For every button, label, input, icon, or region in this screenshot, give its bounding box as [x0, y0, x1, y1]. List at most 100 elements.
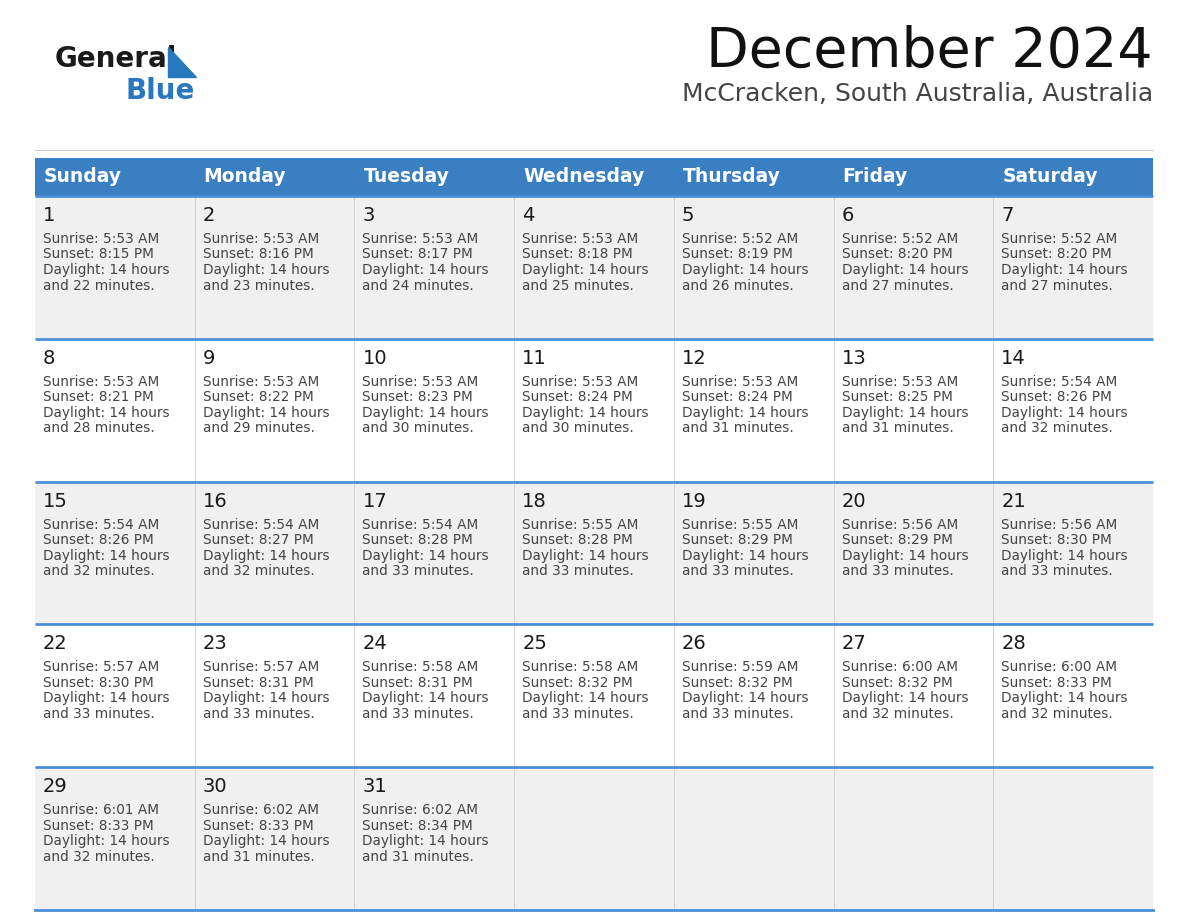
Bar — [195, 158, 354, 196]
Text: Daylight: 14 hours: Daylight: 14 hours — [523, 549, 649, 563]
Text: Sunset: 8:30 PM: Sunset: 8:30 PM — [1001, 533, 1112, 547]
Text: Daylight: 14 hours: Daylight: 14 hours — [1001, 549, 1127, 563]
Text: 27: 27 — [841, 634, 866, 654]
Text: General: General — [55, 45, 177, 73]
Text: 24: 24 — [362, 634, 387, 654]
Text: Wednesday: Wednesday — [523, 167, 644, 186]
Text: Sunday: Sunday — [44, 167, 122, 186]
Text: Sunset: 8:33 PM: Sunset: 8:33 PM — [43, 819, 153, 833]
Text: 21: 21 — [1001, 492, 1026, 510]
Text: Sunrise: 5:57 AM: Sunrise: 5:57 AM — [203, 660, 318, 675]
Text: Sunset: 8:19 PM: Sunset: 8:19 PM — [682, 248, 792, 262]
Text: Sunset: 8:20 PM: Sunset: 8:20 PM — [1001, 248, 1112, 262]
Text: Daylight: 14 hours: Daylight: 14 hours — [1001, 263, 1127, 277]
Text: and 32 minutes.: and 32 minutes. — [1001, 707, 1113, 721]
Text: Daylight: 14 hours: Daylight: 14 hours — [203, 549, 329, 563]
Text: Sunset: 8:20 PM: Sunset: 8:20 PM — [841, 248, 953, 262]
Bar — [34, 339, 1154, 482]
Text: Sunrise: 5:53 AM: Sunrise: 5:53 AM — [523, 375, 638, 389]
Text: 16: 16 — [203, 492, 227, 510]
Text: 8: 8 — [43, 349, 56, 368]
Text: Daylight: 14 hours: Daylight: 14 hours — [362, 406, 489, 420]
Text: Sunset: 8:31 PM: Sunset: 8:31 PM — [362, 676, 473, 690]
Text: Daylight: 14 hours: Daylight: 14 hours — [43, 834, 170, 848]
Text: 3: 3 — [362, 206, 374, 225]
Text: 23: 23 — [203, 634, 227, 654]
Text: 1: 1 — [43, 206, 56, 225]
Text: Daylight: 14 hours: Daylight: 14 hours — [362, 263, 489, 277]
Bar — [674, 158, 834, 196]
Bar — [34, 624, 1154, 767]
Text: Sunset: 8:18 PM: Sunset: 8:18 PM — [523, 248, 633, 262]
Text: Sunset: 8:32 PM: Sunset: 8:32 PM — [682, 676, 792, 690]
Text: Sunrise: 5:56 AM: Sunrise: 5:56 AM — [1001, 518, 1118, 532]
Text: 30: 30 — [203, 778, 227, 796]
Text: Sunrise: 5:53 AM: Sunrise: 5:53 AM — [362, 232, 479, 246]
Text: Sunset: 8:30 PM: Sunset: 8:30 PM — [43, 676, 153, 690]
Text: and 33 minutes.: and 33 minutes. — [682, 564, 794, 578]
Text: Daylight: 14 hours: Daylight: 14 hours — [43, 406, 170, 420]
Text: Sunset: 8:26 PM: Sunset: 8:26 PM — [43, 533, 153, 547]
Bar — [354, 158, 514, 196]
Text: Sunset: 8:34 PM: Sunset: 8:34 PM — [362, 819, 473, 833]
Text: and 29 minutes.: and 29 minutes. — [203, 421, 315, 435]
Text: Sunrise: 5:53 AM: Sunrise: 5:53 AM — [203, 375, 318, 389]
Text: Daylight: 14 hours: Daylight: 14 hours — [362, 549, 489, 563]
Text: Friday: Friday — [842, 167, 908, 186]
Text: 6: 6 — [841, 206, 854, 225]
Text: and 32 minutes.: and 32 minutes. — [203, 564, 315, 578]
Text: Sunset: 8:15 PM: Sunset: 8:15 PM — [43, 248, 154, 262]
Text: 11: 11 — [523, 349, 546, 368]
Text: and 31 minutes.: and 31 minutes. — [203, 850, 315, 864]
Text: Sunset: 8:24 PM: Sunset: 8:24 PM — [682, 390, 792, 404]
Text: 4: 4 — [523, 206, 535, 225]
Text: Sunset: 8:28 PM: Sunset: 8:28 PM — [523, 533, 633, 547]
Text: Sunrise: 5:53 AM: Sunrise: 5:53 AM — [682, 375, 798, 389]
Text: 14: 14 — [1001, 349, 1026, 368]
Text: Sunrise: 5:59 AM: Sunrise: 5:59 AM — [682, 660, 798, 675]
Text: Sunrise: 5:54 AM: Sunrise: 5:54 AM — [1001, 375, 1118, 389]
Text: Tuesday: Tuesday — [364, 167, 449, 186]
Text: Sunset: 8:24 PM: Sunset: 8:24 PM — [523, 390, 633, 404]
Polygon shape — [168, 47, 196, 77]
Text: 28: 28 — [1001, 634, 1026, 654]
Text: Sunrise: 5:56 AM: Sunrise: 5:56 AM — [841, 518, 958, 532]
Bar — [993, 158, 1154, 196]
Text: Daylight: 14 hours: Daylight: 14 hours — [841, 549, 968, 563]
Text: Sunrise: 5:53 AM: Sunrise: 5:53 AM — [841, 375, 958, 389]
Text: Sunrise: 5:52 AM: Sunrise: 5:52 AM — [682, 232, 798, 246]
Text: and 31 minutes.: and 31 minutes. — [682, 421, 794, 435]
Text: 7: 7 — [1001, 206, 1013, 225]
Text: Sunset: 8:25 PM: Sunset: 8:25 PM — [841, 390, 953, 404]
Text: Sunset: 8:29 PM: Sunset: 8:29 PM — [682, 533, 792, 547]
Text: 31: 31 — [362, 778, 387, 796]
Text: Daylight: 14 hours: Daylight: 14 hours — [362, 834, 489, 848]
Text: and 33 minutes.: and 33 minutes. — [682, 707, 794, 721]
Text: and 32 minutes.: and 32 minutes. — [43, 850, 154, 864]
Text: Sunset: 8:21 PM: Sunset: 8:21 PM — [43, 390, 153, 404]
Text: and 31 minutes.: and 31 minutes. — [841, 421, 953, 435]
Text: Daylight: 14 hours: Daylight: 14 hours — [43, 691, 170, 705]
Text: Sunset: 8:32 PM: Sunset: 8:32 PM — [523, 676, 633, 690]
Text: and 33 minutes.: and 33 minutes. — [43, 707, 154, 721]
Text: 15: 15 — [43, 492, 68, 510]
Text: Sunrise: 5:54 AM: Sunrise: 5:54 AM — [362, 518, 479, 532]
Text: Daylight: 14 hours: Daylight: 14 hours — [203, 263, 329, 277]
Text: Sunset: 8:31 PM: Sunset: 8:31 PM — [203, 676, 314, 690]
Text: and 24 minutes.: and 24 minutes. — [362, 278, 474, 293]
Text: Sunrise: 6:02 AM: Sunrise: 6:02 AM — [203, 803, 318, 817]
Text: 12: 12 — [682, 349, 707, 368]
Bar — [34, 482, 1154, 624]
Text: Sunrise: 6:00 AM: Sunrise: 6:00 AM — [1001, 660, 1117, 675]
Text: Daylight: 14 hours: Daylight: 14 hours — [523, 691, 649, 705]
Text: Daylight: 14 hours: Daylight: 14 hours — [1001, 691, 1127, 705]
Text: 9: 9 — [203, 349, 215, 368]
Text: Daylight: 14 hours: Daylight: 14 hours — [682, 406, 809, 420]
Text: Sunrise: 5:53 AM: Sunrise: 5:53 AM — [203, 232, 318, 246]
Text: Sunset: 8:29 PM: Sunset: 8:29 PM — [841, 533, 953, 547]
Text: Daylight: 14 hours: Daylight: 14 hours — [43, 549, 170, 563]
Text: 22: 22 — [43, 634, 68, 654]
Text: Daylight: 14 hours: Daylight: 14 hours — [523, 263, 649, 277]
Text: Daylight: 14 hours: Daylight: 14 hours — [682, 263, 809, 277]
Text: and 32 minutes.: and 32 minutes. — [1001, 421, 1113, 435]
